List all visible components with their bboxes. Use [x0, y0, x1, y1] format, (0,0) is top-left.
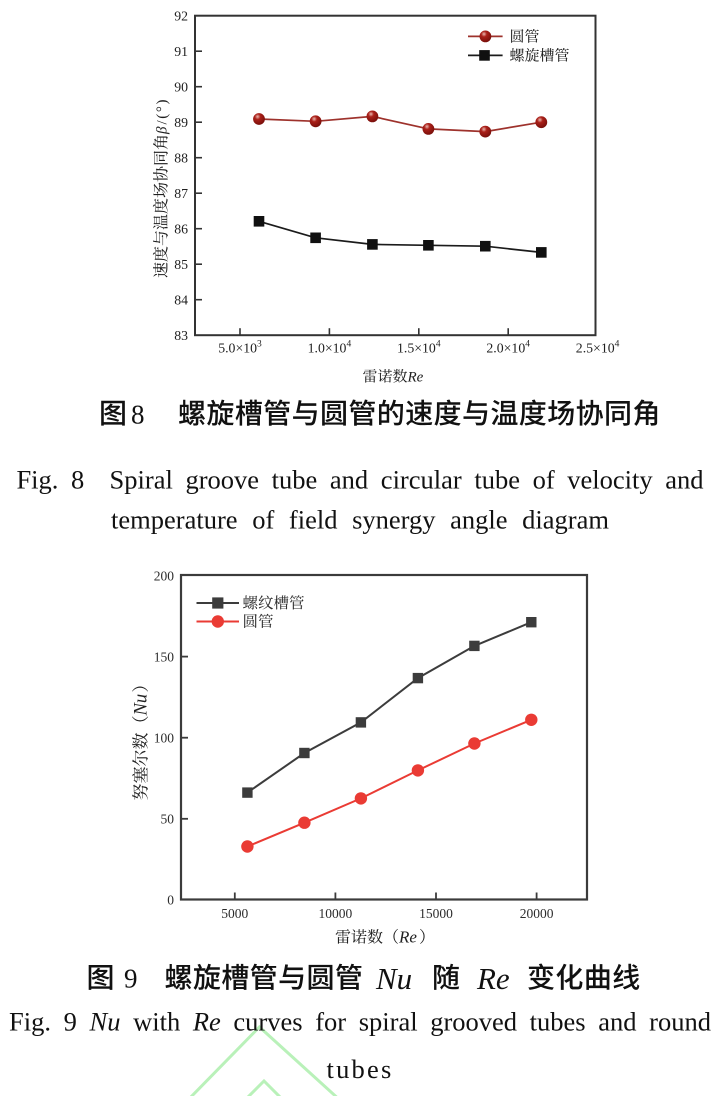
svg-text:15000: 15000 — [419, 906, 453, 921]
svg-text:2.0×104: 2.0×104 — [486, 340, 530, 356]
svg-text:91: 91 — [174, 44, 188, 59]
svg-text:150: 150 — [154, 649, 175, 664]
svg-text:Re: Re — [476, 961, 510, 996]
svg-text:2.5×104: 2.5×104 — [576, 340, 620, 356]
svg-text:β: β — [155, 126, 171, 135]
svg-text:100: 100 — [154, 730, 175, 745]
svg-text:Nu: Nu — [375, 961, 412, 996]
svg-text:86: 86 — [174, 221, 188, 236]
svg-text:temperature of field synergy a: temperature of field synergy angle diagr… — [111, 505, 609, 535]
svg-text:5.0×103: 5.0×103 — [218, 340, 262, 356]
svg-text:20000: 20000 — [520, 906, 554, 921]
svg-text:89: 89 — [174, 115, 188, 130]
svg-text:Nu: Nu — [132, 694, 152, 717]
svg-text:50: 50 — [161, 812, 175, 827]
svg-text:Fig. 8 Spiral groove tube and: Fig. 8 Spiral groove tube and circular t… — [16, 465, 703, 495]
svg-text:10000: 10000 — [319, 906, 353, 921]
svg-text:88: 88 — [174, 150, 188, 165]
svg-text:200: 200 — [154, 568, 175, 583]
svg-text:1.0×104: 1.0×104 — [308, 340, 352, 356]
svg-text:Re: Re — [407, 370, 424, 386]
svg-text:Re: Re — [398, 928, 417, 947]
svg-text:tubes: tubes — [327, 1054, 394, 1084]
svg-text:83: 83 — [174, 328, 188, 343]
svg-text:87: 87 — [174, 186, 188, 201]
svg-text:85: 85 — [174, 257, 188, 272]
svg-text:5000: 5000 — [221, 906, 248, 921]
svg-text:1.5×104: 1.5×104 — [397, 340, 441, 356]
svg-text:92: 92 — [174, 8, 188, 23]
svg-text:9: 9 — [124, 964, 138, 994]
svg-text:0: 0 — [167, 893, 174, 908]
svg-text:Fig. 9 Nu with Re curves for s: Fig. 9 Nu with Re curves for spiral groo… — [9, 1007, 711, 1037]
svg-text:84: 84 — [174, 292, 188, 307]
svg-text:8: 8 — [131, 399, 145, 429]
svg-text:90: 90 — [174, 79, 188, 94]
svg-text:/(°): /(°) — [155, 98, 171, 125]
